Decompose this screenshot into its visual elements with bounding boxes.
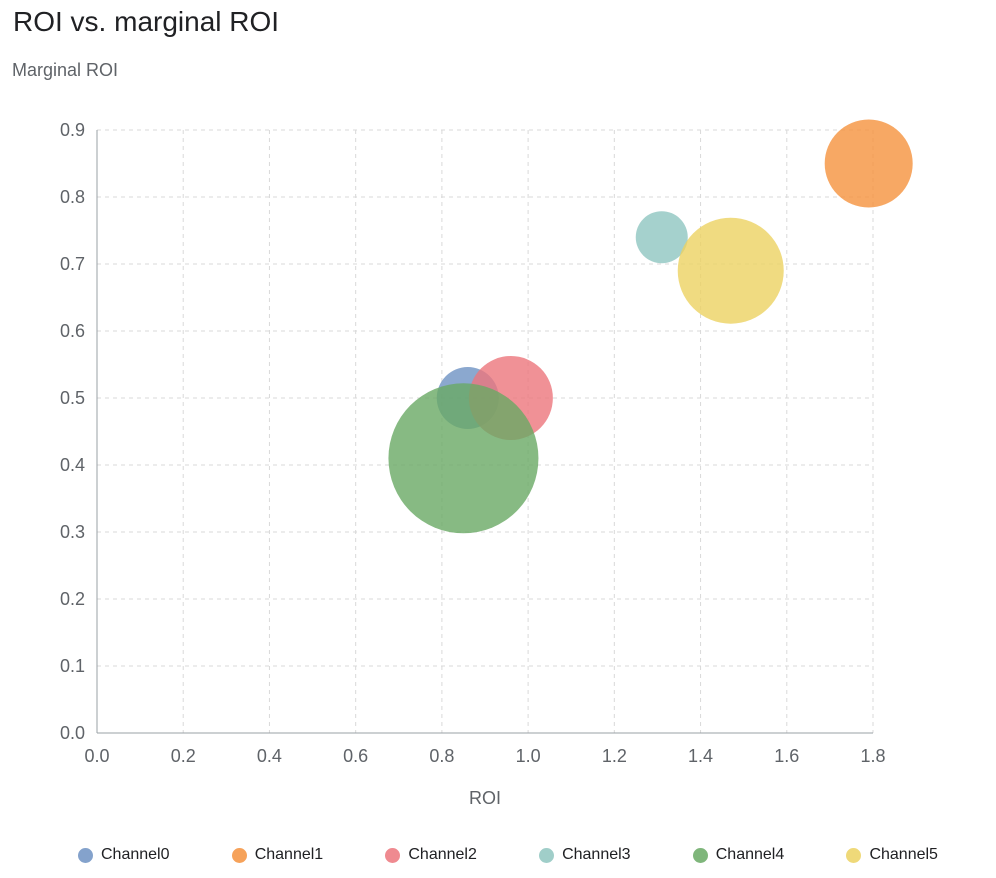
y-tick-label: 0.9 — [60, 120, 85, 140]
y-axis-label: Marginal ROI — [12, 60, 119, 80]
legend-item-channel0[interactable]: Channel0 — [78, 846, 170, 864]
legend-item-channel5[interactable]: Channel5 — [846, 846, 938, 864]
legend-dot-channel0 — [78, 847, 93, 863]
legend-label: Channel1 — [254, 846, 324, 863]
bubble-chart: 0.0 0.2 0.4 0.6 0.8 1.0 1.2 1.4 1.6 1.8 0.0 0.1 0.2 0… — [60, 119, 913, 766]
y-tick-label: 0.7 — [60, 254, 85, 274]
bubble-channel5[interactable] — [677, 217, 784, 324]
x-tick-label: 1.6 — [774, 746, 799, 766]
legend-dot-channel5 — [846, 847, 862, 863]
x-tick-label: 1.4 — [688, 746, 713, 766]
legend-label: Channel2 — [408, 846, 477, 863]
x-tick-label: 0.8 — [429, 746, 454, 766]
y-tick-label: 0.2 — [60, 589, 85, 609]
y-tick-label: 0.8 — [60, 187, 85, 207]
x-tick-label: 0.0 — [84, 746, 109, 766]
legend-dot-channel2 — [385, 847, 401, 863]
legend-dot-channel3 — [539, 847, 555, 863]
legend-label: Channel0 — [101, 846, 170, 863]
legend-label: Channel3 — [562, 846, 631, 863]
legend-item-channel2[interactable]: Channel2 — [385, 846, 477, 864]
chart-legend: Channel0 Channel1 Channel2 Channel3 Channel4… — [78, 846, 938, 864]
x-tick-label: 0.2 — [171, 746, 196, 766]
x-axis-label: ROI — [468, 788, 501, 808]
x-tick-label: 1.0 — [516, 746, 541, 766]
legend-item-channel1[interactable]: Channel1 — [231, 846, 324, 864]
legend-label: Channel4 — [715, 846, 785, 863]
x-tick-label: 1.2 — [602, 746, 627, 766]
legend-label: Channel5 — [869, 846, 938, 863]
legend-dot-channel4 — [692, 847, 708, 863]
x-tick-label: 1.8 — [860, 746, 885, 766]
bubble-channel1[interactable] — [824, 119, 913, 208]
bubble-channel3[interactable] — [635, 211, 688, 264]
y-tick-label: 0.3 — [60, 522, 85, 542]
y-tick-label: 0.0 — [60, 723, 85, 743]
bubble-channel4[interactable] — [388, 383, 539, 534]
chart-title: ROI vs. marginal ROI — [13, 6, 280, 37]
legend-item-channel3[interactable]: Channel3 — [539, 846, 631, 864]
legend-dot-channel1 — [231, 847, 247, 863]
y-tick-label: 0.1 — [60, 656, 85, 676]
y-tick-label: 0.4 — [60, 455, 85, 475]
legend-item-channel4[interactable]: Channel4 — [692, 846, 785, 864]
x-tick-label: 0.6 — [343, 746, 368, 766]
y-tick-label: 0.5 — [60, 388, 85, 408]
x-tick-label: 0.4 — [257, 746, 282, 766]
y-tick-label: 0.6 — [60, 321, 85, 341]
